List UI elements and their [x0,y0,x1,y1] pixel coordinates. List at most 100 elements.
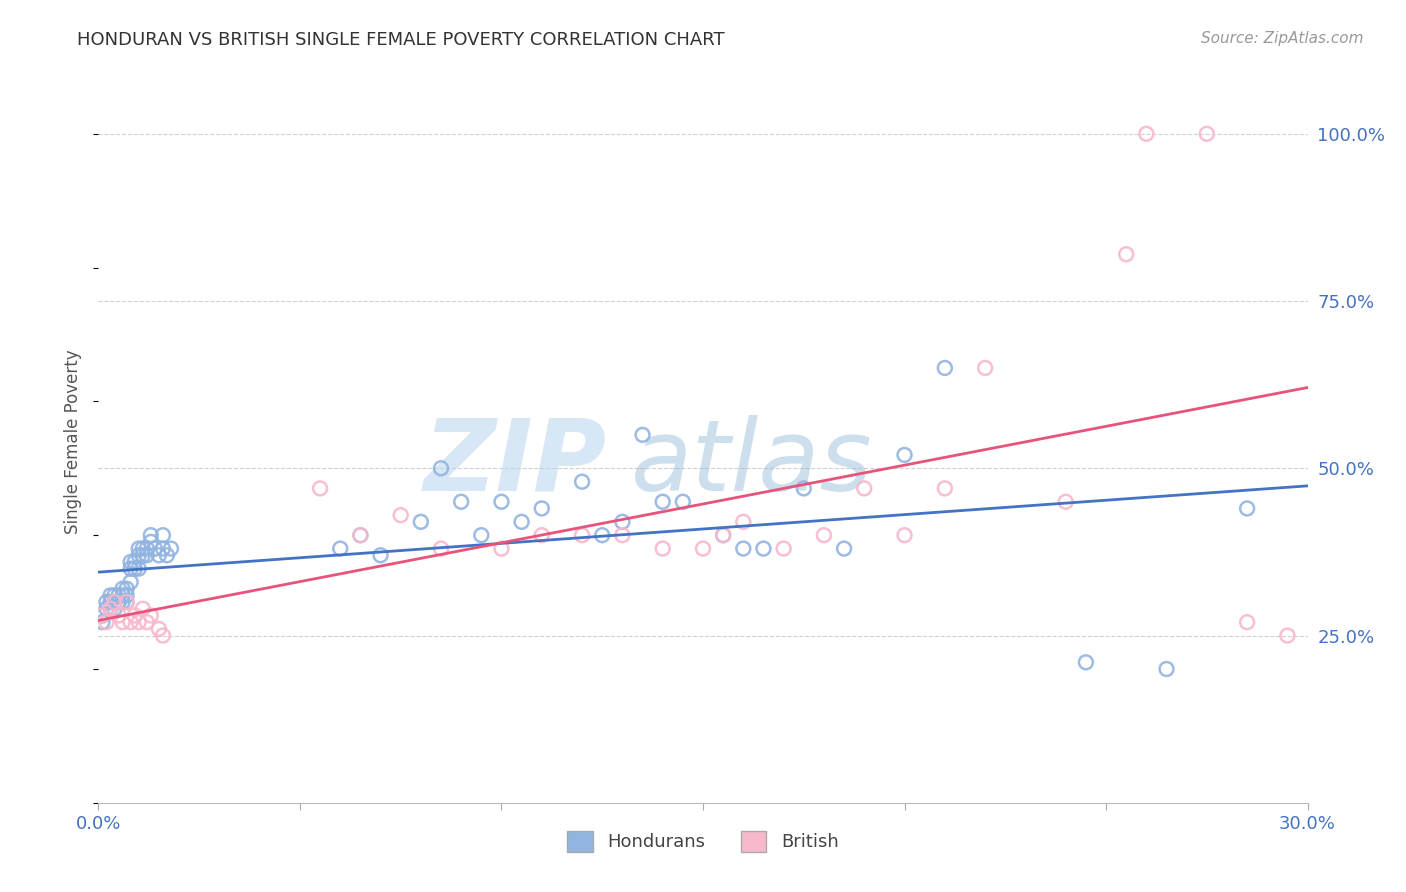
Point [107,589,129,603]
Point [100,602,122,616]
Point [143,541,166,556]
Point [132,602,155,616]
Point [1074,655,1097,669]
Point [1054,494,1077,508]
Point [651,541,673,556]
Point [510,515,533,529]
Point [128,548,150,563]
Point [148,548,170,563]
Point [124,562,146,576]
Point [103,602,125,616]
Point [111,615,134,630]
Text: Source: ZipAtlas.com: Source: ZipAtlas.com [1201,31,1364,46]
Point [96,615,118,630]
Point [107,595,129,609]
Point [772,541,794,556]
Point [430,461,453,475]
Point [733,541,755,556]
Point [530,528,553,542]
Point [103,595,125,609]
Point [309,482,332,496]
Point [651,494,673,508]
Point [100,589,122,603]
Point [156,548,179,563]
Point [1115,247,1137,261]
Point [120,575,142,590]
Point [612,515,634,529]
Point [389,508,412,523]
Point [103,589,125,603]
Point [132,548,155,563]
Point [135,541,157,556]
Point [139,608,162,623]
Point [893,448,915,462]
Point [832,541,855,556]
Point [893,528,915,542]
Point [120,555,142,569]
Point [349,528,371,542]
Point [107,608,129,623]
Point [128,562,150,576]
Point [793,482,815,496]
Point [135,548,157,563]
Text: atlas: atlas [630,415,872,512]
Point [612,528,634,542]
Y-axis label: Single Female Poverty: Single Female Poverty [65,350,83,533]
Point [91,615,114,630]
Point [329,541,352,556]
Point [128,615,150,630]
Point [148,622,170,636]
Point [349,528,371,542]
Legend: Hondurans, British: Hondurans, British [560,823,846,859]
Point [111,595,134,609]
Point [139,528,162,542]
Point [934,361,956,376]
Point [96,595,118,609]
Point [409,515,432,529]
Point [934,482,956,496]
Point [853,482,876,496]
Text: ZIP: ZIP [423,415,606,512]
Point [135,615,157,630]
Point [711,528,734,542]
Point [152,528,174,542]
Point [631,427,654,442]
Point [813,528,835,542]
Point [160,541,183,556]
Text: HONDURAN VS BRITISH SINGLE FEMALE POVERTY CORRELATION CHART: HONDURAN VS BRITISH SINGLE FEMALE POVERT… [77,31,725,49]
Point [571,528,593,542]
Point [491,494,513,508]
Point [152,541,174,556]
Point [111,582,134,596]
Point [139,534,162,549]
Point [1156,662,1178,676]
Point [1135,127,1157,141]
Point [100,595,122,609]
Point [450,494,472,508]
Point [100,602,122,616]
Point [96,602,118,616]
Point [1236,501,1258,516]
Point [115,582,138,596]
Point [711,528,734,542]
Point [115,595,138,609]
Point [1277,628,1299,642]
Point [115,595,138,609]
Point [152,628,174,642]
Point [115,589,138,603]
Point [491,541,513,556]
Point [132,541,155,556]
Point [672,494,695,508]
Point [120,615,142,630]
Point [111,589,134,603]
Point [91,608,114,623]
Point [430,541,453,556]
Point [752,541,775,556]
Point [124,555,146,569]
Point [733,515,755,529]
Point [692,541,714,556]
Point [124,608,146,623]
Point [470,528,492,542]
Point [591,528,613,542]
Point [1195,127,1218,141]
